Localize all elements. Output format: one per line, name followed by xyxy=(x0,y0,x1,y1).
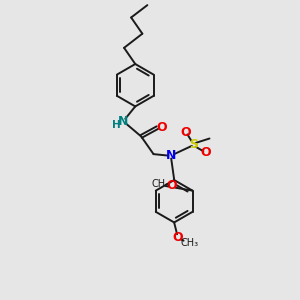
Text: S: S xyxy=(189,138,198,151)
Text: O: O xyxy=(166,179,177,192)
Text: CH₃: CH₃ xyxy=(151,179,169,189)
Text: O: O xyxy=(181,125,191,139)
Text: N: N xyxy=(166,149,176,162)
Text: CH₃: CH₃ xyxy=(180,238,199,248)
Text: N: N xyxy=(118,115,128,128)
Text: O: O xyxy=(172,231,183,244)
Text: O: O xyxy=(200,146,211,159)
Text: O: O xyxy=(156,121,167,134)
Text: H: H xyxy=(112,120,121,130)
